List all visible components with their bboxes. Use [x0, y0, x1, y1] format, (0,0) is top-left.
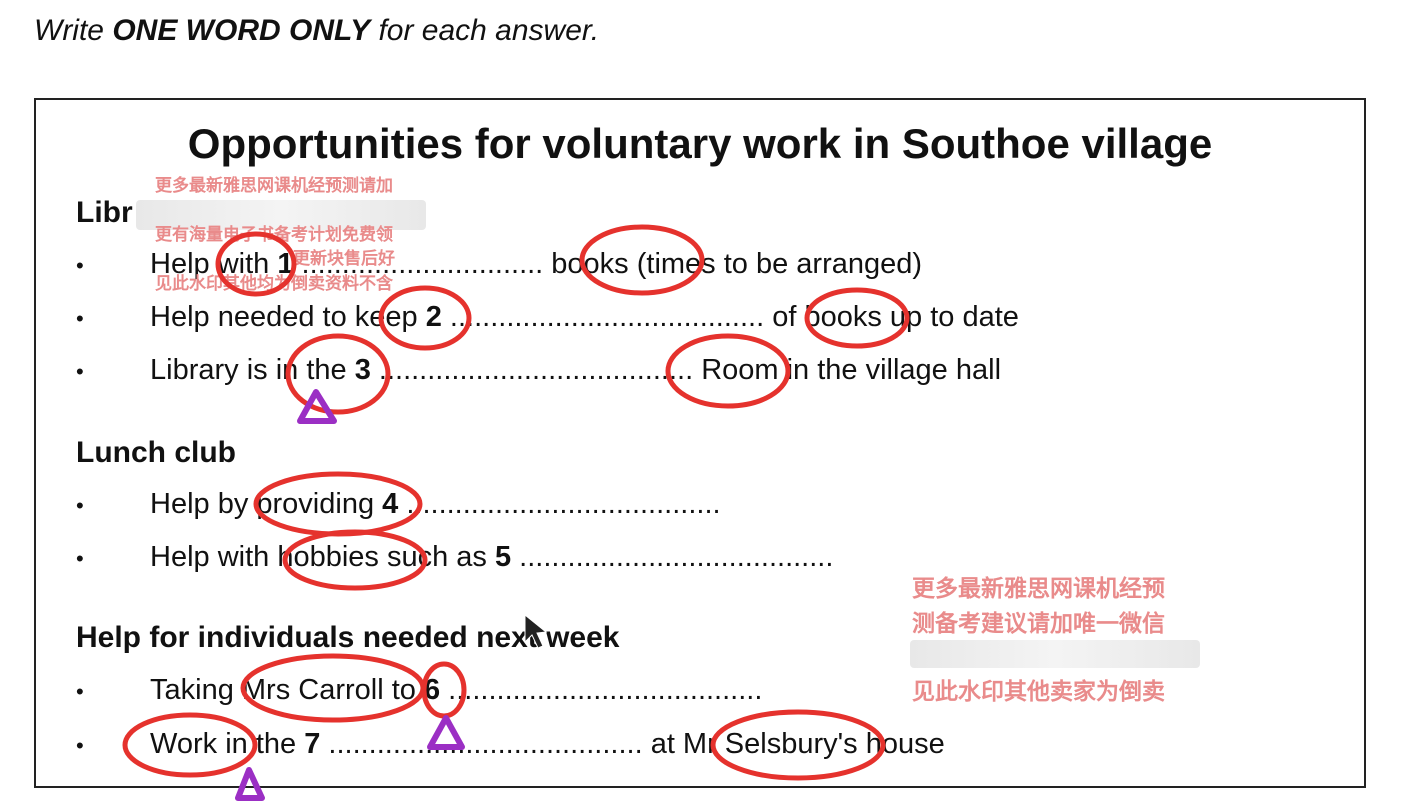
answer-blank-6[interactable]: ....................................... — [440, 674, 763, 706]
watermark-big: 更多最新雅思网课机经预 测备考建议请加唯一微信 见此水印其他卖家为倒卖 — [912, 575, 1165, 704]
blurred-region — [136, 200, 426, 230]
answer-blank-5[interactable]: ....................................... — [511, 541, 834, 573]
section-heading-library: Libr — [76, 196, 133, 229]
question-5: • Help with hobbies such as 5 ...........… — [76, 541, 834, 573]
answer-blank-4[interactable]: ....................................... — [398, 488, 721, 520]
question-4: • Help by providing 4 ...................… — [76, 488, 721, 520]
question-2: • Help needed to keep 2 .................… — [76, 301, 1019, 333]
answer-blank-3[interactable]: ....................................... — [370, 354, 702, 386]
question-3: • Library is in the 3 ...................… — [76, 354, 1002, 386]
answer-blank-1[interactable]: .............................. — [293, 248, 552, 280]
instruction-bold: ONE WORD ONLY — [112, 14, 371, 47]
blurred-region — [910, 640, 1200, 668]
section-heading-lunch-club: Lunch club — [76, 436, 236, 469]
instruction-prefix: Write — [34, 14, 113, 47]
answer-blank-2[interactable]: ....................................... — [441, 301, 773, 333]
question-6: • Taking Mrs Carroll to 6 ...............… — [76, 674, 763, 706]
answer-blank-7[interactable]: ....................................... — [320, 728, 651, 760]
instruction-suffix: for each answer. — [370, 14, 600, 47]
form-title: Opportunities for voluntary work in Sout… — [187, 120, 1213, 167]
instruction-text: Write ONE WORD ONLY for each answer. — [34, 14, 599, 48]
question-7: • Work in the 7 .........................… — [76, 728, 945, 760]
section-heading-individuals: Help for individuals needed next week — [76, 621, 620, 654]
watermark-small: 更多最新雅思网课机经预测请加 更有海量电子书备考计划免费领 更新块售后好 见此水… — [155, 176, 395, 293]
